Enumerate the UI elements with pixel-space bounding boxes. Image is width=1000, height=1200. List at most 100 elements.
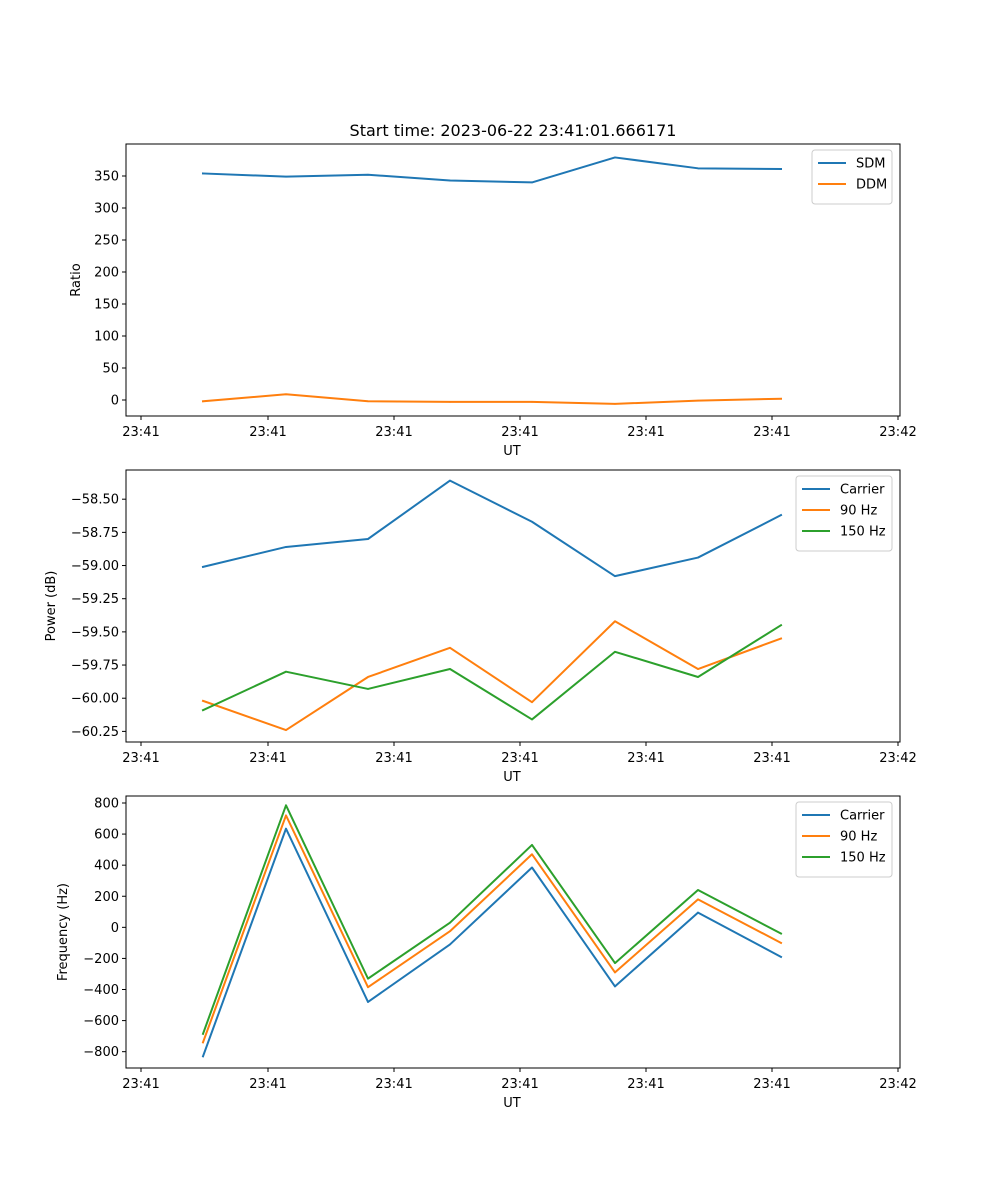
data-point (697, 911, 699, 914)
legend-label: 150 Hz (840, 525, 886, 540)
x-tick-label: 23:41 (249, 425, 286, 440)
data-point (202, 1055, 204, 1058)
data-point (367, 676, 369, 678)
data-point (780, 624, 782, 627)
data-point (780, 168, 782, 170)
series-line-90-hz (201, 620, 783, 732)
data-point (780, 514, 782, 516)
x-tick-label: 23:41 (375, 751, 412, 766)
x-tick-label: 23:41 (249, 1077, 286, 1092)
data-point (449, 647, 451, 649)
data-point (367, 688, 369, 690)
data-point (780, 942, 782, 944)
data-point (697, 889, 699, 891)
data-point (285, 546, 287, 548)
data-point (449, 479, 451, 482)
data-point (202, 709, 204, 711)
y-tick-label: −58.50 (71, 493, 119, 508)
legend-label: SDM (856, 157, 885, 172)
series-line-carrier (201, 827, 783, 1058)
series-line-150-hz (201, 804, 783, 1036)
data-point (449, 401, 451, 403)
legend-label: Carrier (840, 483, 885, 498)
data-point (697, 556, 699, 559)
legend-label: DDM (856, 178, 887, 193)
legend: SDM DDM (811, 149, 893, 205)
data-point (531, 844, 533, 846)
x-tick-label: 23:41 (627, 425, 664, 440)
data-point (697, 898, 699, 901)
y-axis-label: Power (dB) (44, 571, 59, 642)
panel-1: 23:41 23:41 23:41 23:41 23:41 23:41 23:42 0 50 10… (69, 143, 917, 459)
data-point (614, 403, 616, 405)
data-point (449, 930, 451, 933)
x-tick-label: 23:41 (375, 1077, 412, 1092)
data-point (202, 566, 204, 568)
y-tick-label: 400 (94, 859, 119, 874)
y-tick-label: −60.00 (71, 692, 119, 707)
data-point (531, 520, 533, 523)
legend-box (795, 801, 893, 878)
data-point (780, 397, 782, 400)
data-point (367, 400, 369, 403)
data-point (202, 172, 204, 175)
y-tick-label: −58.75 (71, 526, 119, 541)
legend-label: Carrier (840, 809, 885, 824)
y-tick-label: −400 (83, 983, 119, 998)
data-point (367, 977, 369, 980)
data-point (614, 575, 616, 577)
x-axis-label: UT (503, 444, 521, 459)
series-line-150-hz (201, 623, 783, 721)
data-point (780, 956, 782, 958)
y-tick-label: 600 (94, 828, 119, 843)
y-tick-label: −59.50 (71, 625, 119, 640)
x-tick-label: 23:41 (753, 1077, 790, 1092)
data-point (780, 932, 782, 935)
y-tick-label: 350 (94, 170, 119, 185)
legend-label: 90 Hz (840, 830, 877, 845)
series-line-90-hz (201, 814, 783, 1044)
x-tick-label: 23:41 (501, 751, 538, 766)
y-tick-label: −600 (83, 1014, 119, 1029)
panel-2: 23:41 23:41 23:41 23:41 23:41 23:41 23:42 −60.2… (44, 469, 917, 785)
data-point (449, 943, 451, 946)
data-point (367, 538, 369, 540)
panels: 23:41 23:41 23:41 23:41 23:41 23:41 23:42 0 50 10… (44, 143, 917, 1111)
figure-title: Start time: 2023-06-22 23:41:01.666171 (350, 121, 677, 140)
y-axis-label: Ratio (69, 263, 84, 296)
y-tick-label: −800 (83, 1045, 119, 1060)
data-point (202, 1041, 204, 1044)
data-point (780, 637, 782, 640)
y-tick-label: 0 (111, 394, 119, 409)
data-point (285, 393, 287, 396)
y-tick-label: −59.25 (71, 592, 119, 607)
x-tick-label: 23:41 (249, 751, 286, 766)
data-point (697, 668, 699, 670)
data-point (285, 175, 287, 178)
y-tick-label: 150 (94, 298, 119, 313)
data-point (614, 971, 616, 974)
data-point (614, 985, 616, 988)
y-tick-label: −59.00 (71, 559, 119, 574)
y-tick-label: 250 (94, 234, 119, 249)
y-tick-label: 100 (94, 330, 119, 345)
x-tick-label: 23:41 (501, 425, 538, 440)
x-tick-label: 23:41 (375, 425, 412, 440)
x-tick-label: 23:41 (122, 751, 159, 766)
x-tick-label: 23:42 (879, 425, 916, 440)
x-axis-label: UT (503, 1096, 521, 1111)
series-line-ddm (201, 393, 783, 405)
data-point (202, 700, 204, 702)
x-tick-label: 23:42 (879, 1077, 916, 1092)
data-point (531, 181, 533, 184)
x-tick-label: 23:41 (122, 425, 159, 440)
data-point (367, 1001, 369, 1003)
y-tick-label: 800 (94, 796, 119, 811)
y-tick-label: 50 (102, 362, 119, 377)
legend-box (795, 475, 893, 552)
data-point (449, 179, 451, 182)
data-point (449, 921, 451, 924)
y-tick-label: 200 (94, 266, 119, 281)
data-point (367, 986, 369, 988)
